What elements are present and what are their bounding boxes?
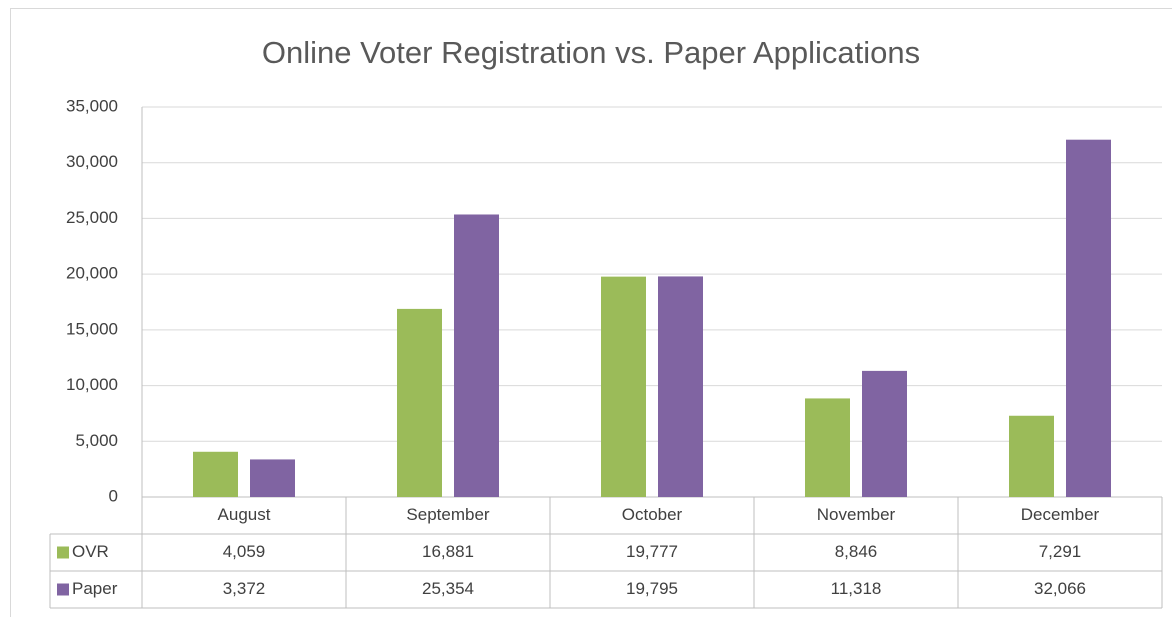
y-tick-label: 25,000 — [66, 208, 118, 227]
table-value: 19,777 — [626, 542, 678, 561]
x-tick-label: September — [406, 505, 489, 524]
y-tick-label: 0 — [109, 486, 118, 505]
bar — [862, 370, 907, 497]
x-tick-label: August — [218, 505, 271, 524]
table-value: 25,354 — [422, 579, 474, 598]
table-value: 7,291 — [1039, 542, 1082, 561]
bar — [1009, 415, 1054, 497]
y-tick-label: 15,000 — [66, 319, 118, 338]
bar — [1066, 139, 1111, 497]
y-tick-label: 30,000 — [66, 152, 118, 171]
bar — [193, 451, 238, 497]
y-tick-label: 10,000 — [66, 375, 118, 394]
bar — [805, 398, 850, 497]
table-value: 32,066 — [1034, 579, 1086, 598]
bar — [250, 459, 295, 497]
chart-title: Online Voter Registration vs. Paper Appl… — [262, 35, 920, 70]
y-tick-label: 20,000 — [66, 264, 118, 283]
x-tick-label: November — [817, 505, 896, 524]
bar — [658, 276, 703, 497]
table-value: 11,318 — [831, 579, 882, 598]
legend-label: OVR — [72, 542, 109, 561]
bar — [397, 308, 442, 497]
x-tick-label: October — [622, 505, 683, 524]
legend-label: Paper — [72, 579, 118, 598]
chart-frame — [10, 8, 1172, 617]
legend-swatch — [57, 583, 69, 596]
table-value: 8,846 — [835, 542, 878, 561]
bar — [454, 214, 499, 497]
table-value: 19,795 — [626, 579, 678, 598]
x-tick-label: December — [1021, 505, 1100, 524]
table-value: 3,372 — [223, 579, 266, 598]
bar — [601, 276, 646, 497]
table-value: 4,059 — [223, 542, 266, 561]
y-tick-label: 5,000 — [75, 431, 118, 450]
legend-swatch — [57, 546, 69, 559]
y-tick-label: 35,000 — [66, 96, 118, 115]
table-value: 16,881 — [422, 542, 474, 561]
